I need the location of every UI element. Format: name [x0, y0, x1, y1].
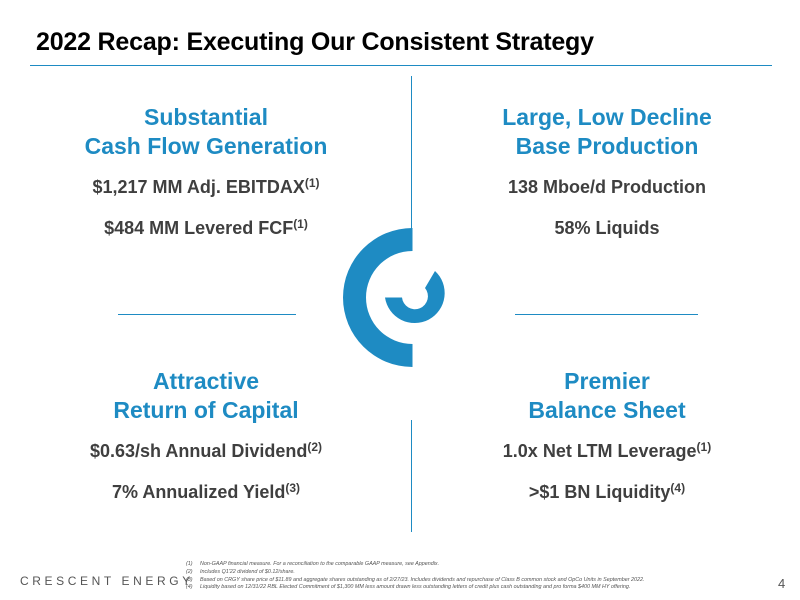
quadrant-base-production: Large, Low Decline Base Production 138 M… [417, 103, 797, 239]
crescent-energy-logo-icon [343, 228, 445, 367]
vertical-divider-bottom [411, 420, 412, 532]
heading-line-1: Large, Low Decline [502, 104, 712, 130]
page-number: 4 [778, 576, 786, 591]
footnote: (3) Based on CRGY share price of $11.89 a… [186, 577, 766, 585]
footnotes: (1) Non-GAAP financial measure. For a rec… [186, 561, 766, 592]
metric-line-2: $484 MM Levered FCF(1) [16, 218, 396, 239]
metric-line-2: 58% Liquids [417, 218, 797, 239]
heading-line-2: Cash Flow Generation [84, 133, 328, 159]
heading-line-1: Substantial [144, 104, 268, 130]
quadrant-balance-sheet: Premier Balance Sheet 1.0x Net LTM Lever… [417, 367, 797, 503]
footnote-text: Liquidity based on 12/31/22 RBL Elected … [200, 584, 631, 591]
footnote-number: (3) [186, 576, 193, 583]
heading-line-2: Base Production [515, 133, 699, 159]
heading-line-2: Return of Capital [113, 397, 299, 423]
horizontal-divider-left [118, 314, 296, 315]
footnote-ref: (1) [304, 176, 320, 190]
title-divider [30, 65, 772, 66]
footnote-ref: (4) [670, 481, 686, 495]
footnote-ref: (1) [696, 440, 712, 454]
metric-text: $1,217 MM Adj. EBITDAX [92, 177, 305, 197]
quadrant-heading: Large, Low Decline Base Production [417, 103, 797, 161]
metric-text: >$1 BN Liquidity [528, 482, 671, 502]
quadrant-heading: Substantial Cash Flow Generation [16, 103, 396, 161]
metric-line-1: $1,217 MM Adj. EBITDAX(1) [16, 177, 396, 198]
horizontal-divider-right [515, 314, 698, 315]
footnote: (4) Liquidity based on 12/31/22 RBL Elect… [186, 584, 766, 592]
heading-line-1: Premier [564, 368, 650, 394]
metric-text: $484 MM Levered FCF [104, 218, 294, 238]
quadrant-heading: Attractive Return of Capital [16, 367, 396, 425]
metric-text: 1.0x Net LTM Leverage [502, 441, 697, 461]
footnote: (2) Includes Q1'22 dividend of $0.12/shar… [186, 569, 766, 577]
metric-text: $0.63/sh Annual Dividend [89, 441, 308, 461]
slide-title: 2022 Recap: Executing Our Consistent Str… [36, 28, 594, 56]
footnote: (1) Non-GAAP financial measure. For a rec… [186, 561, 766, 569]
metric-line-1: 1.0x Net LTM Leverage(1) [417, 441, 797, 462]
brand-wordmark: CRESCENT ENERGY [20, 574, 194, 588]
footnote-text: Based on CRGY share price of $11.89 and … [200, 576, 645, 583]
metric-line-1: 138 Mboe/d Production [417, 177, 797, 198]
footnote-text: Non-GAAP financial measure. For a reconc… [200, 561, 440, 567]
metric-line-2: >$1 BN Liquidity(4) [417, 482, 797, 503]
footnote-number: (2) [186, 568, 193, 575]
metric-text: 138 Mboe/d Production [507, 177, 707, 197]
footnote-ref: (3) [285, 481, 301, 495]
metric-text: 58% Liquids [554, 218, 660, 238]
footnote-ref: (2) [307, 440, 323, 454]
vertical-divider-top [411, 76, 412, 229]
quadrant-heading: Premier Balance Sheet [417, 367, 797, 425]
heading-line-2: Balance Sheet [528, 397, 686, 423]
footnote-number: (4) [186, 584, 193, 591]
footnote-ref: (1) [293, 217, 308, 231]
metric-line-2: 7% Annualized Yield(3) [16, 482, 396, 503]
metric-line-1: $0.63/sh Annual Dividend(2) [16, 441, 396, 462]
metric-text: 7% Annualized Yield [111, 482, 286, 502]
quadrant-return-of-capital: Attractive Return of Capital $0.63/sh An… [16, 367, 396, 503]
footnote-number: (1) [186, 561, 193, 567]
footnote-text: Includes Q1'22 dividend of $0.12/share. [200, 568, 295, 575]
quadrant-cash-flow: Substantial Cash Flow Generation $1,217 … [16, 103, 396, 239]
heading-line-1: Attractive [152, 368, 260, 394]
